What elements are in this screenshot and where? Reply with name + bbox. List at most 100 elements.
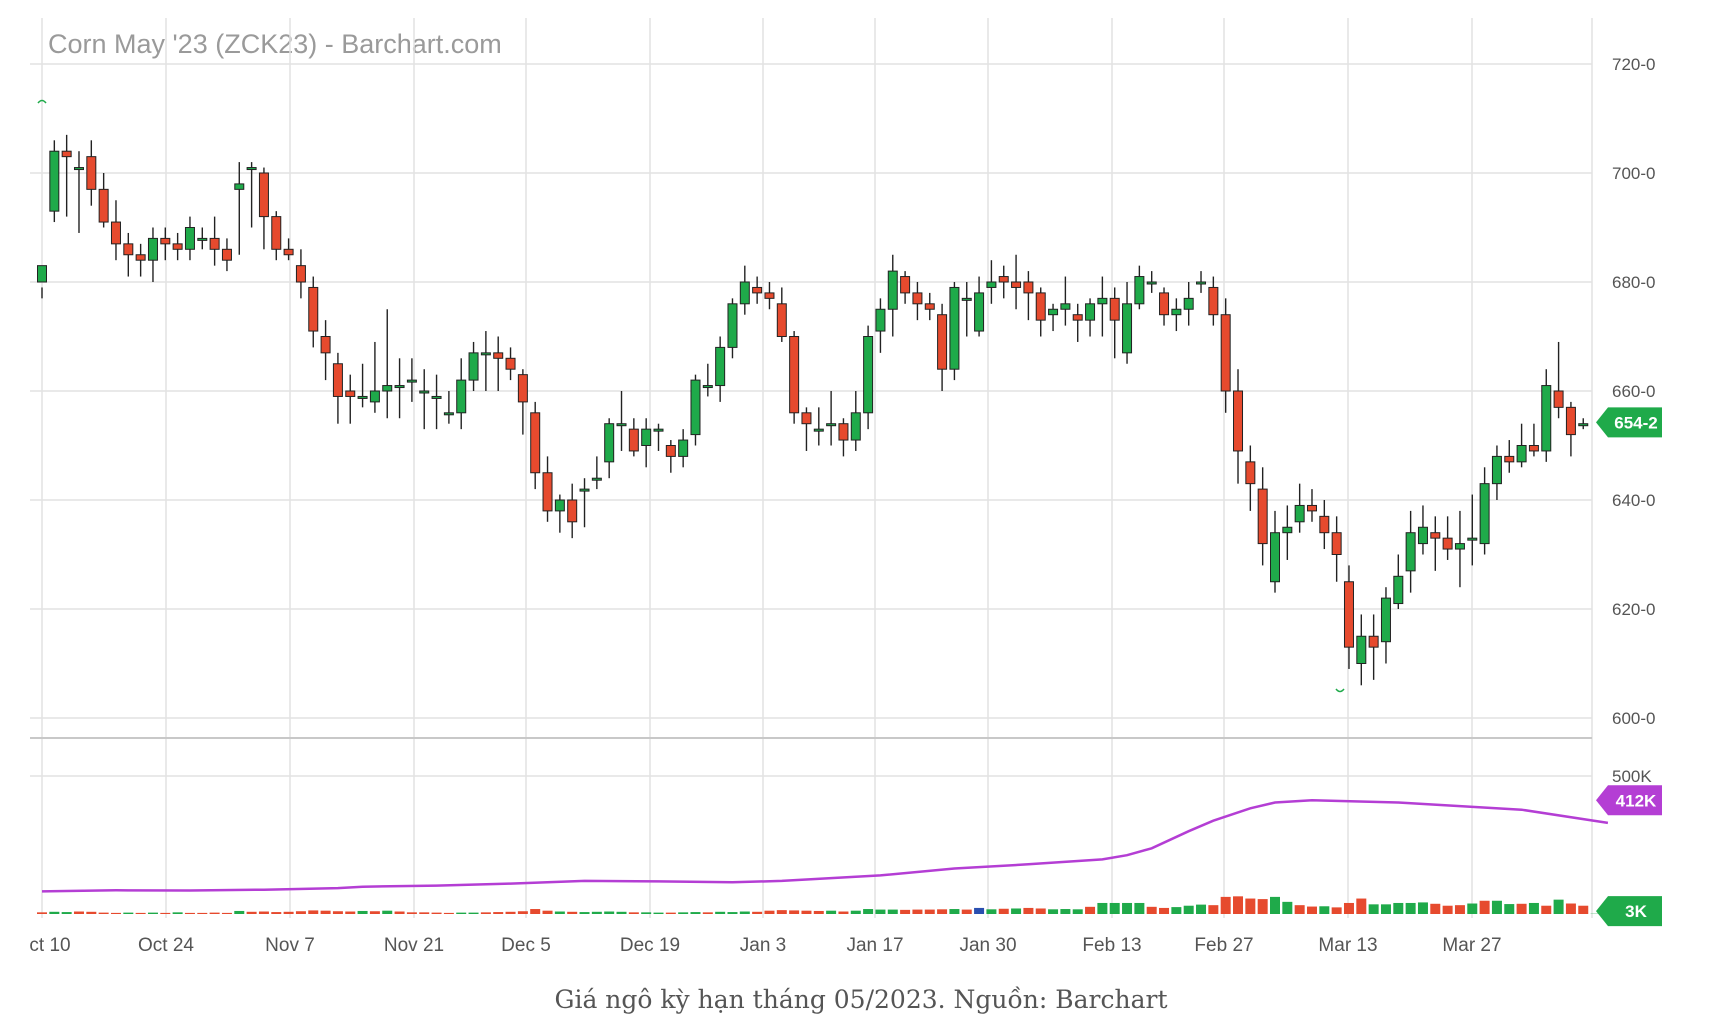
candle-body [1183, 297, 1194, 310]
volume-bar [394, 911, 405, 914]
volume-bar [98, 912, 109, 914]
candle-body [937, 314, 948, 370]
volume-bar [1356, 898, 1367, 914]
candle-body [912, 292, 923, 305]
figure-caption: Giá ngô kỳ hạn tháng 05/2023. Nguồn: Bar… [554, 985, 1168, 1014]
candle [147, 227, 158, 282]
candle [184, 216, 195, 261]
candle [690, 374, 701, 446]
volume-bar [1048, 909, 1059, 914]
candle [1134, 265, 1145, 310]
volume-bar [443, 912, 454, 914]
volume-bar [110, 912, 121, 914]
volume-bar [1183, 905, 1194, 914]
candle-body [49, 150, 60, 212]
volume-bar [1491, 900, 1502, 914]
volume-bar [37, 912, 47, 914]
volume-axis: 500K [1612, 767, 1652, 786]
date-tick-label: Jan 17 [846, 935, 903, 956]
candle-body [1528, 445, 1539, 452]
candle-body [1048, 308, 1059, 316]
volume-bar [1282, 901, 1293, 914]
candle [1479, 467, 1490, 555]
candle-body [394, 385, 405, 389]
volume-bar [480, 912, 491, 914]
candle-body [1109, 297, 1120, 321]
volume-bar [850, 910, 861, 914]
volume-bar [1331, 907, 1342, 914]
volume-bar [1097, 902, 1108, 914]
candle-body [1159, 292, 1170, 316]
candle-body [369, 390, 380, 403]
candle [1393, 554, 1404, 609]
candle [653, 423, 664, 451]
candle-body [221, 248, 232, 261]
volume-bar [1060, 909, 1071, 914]
last-volume-badge-text: 3K [1625, 902, 1647, 921]
candle-body [752, 286, 763, 294]
volume-bar [1109, 902, 1120, 914]
volume-bar [49, 911, 60, 914]
candle [480, 331, 491, 391]
volume-bar [1467, 903, 1478, 914]
candle-body [443, 412, 454, 416]
volume-bar [641, 912, 652, 914]
candle-body [567, 499, 578, 523]
candle [715, 336, 726, 402]
candle-body [801, 412, 812, 425]
candle [49, 140, 60, 223]
date-tick-label: Jan 3 [740, 935, 786, 956]
candle-body [604, 423, 615, 463]
candle [110, 200, 121, 261]
volume-bars [37, 896, 1601, 914]
candle [1208, 276, 1219, 326]
volume-bar [197, 912, 208, 914]
candle [1306, 489, 1317, 522]
volume-bar [271, 912, 282, 914]
candle-body [1319, 515, 1330, 534]
candle-body [924, 303, 935, 310]
volume-bar [924, 909, 935, 914]
candle-body [1578, 423, 1589, 427]
candle [1553, 341, 1564, 419]
candle [234, 162, 245, 255]
candle [406, 358, 417, 402]
candle-body [986, 281, 997, 288]
candle [961, 282, 972, 337]
date-tick-label: Oct 24 [138, 935, 194, 956]
candle-body [1368, 635, 1379, 648]
volume-bar [1306, 906, 1317, 914]
candle [912, 282, 923, 321]
volume-bar [505, 911, 516, 914]
date-tick-label: ct 10 [29, 935, 70, 956]
candle [1196, 271, 1207, 293]
candle-body [838, 423, 849, 441]
volume-bar [517, 911, 528, 914]
volume-bar [1134, 902, 1145, 914]
candle [1516, 423, 1527, 468]
candle [1122, 282, 1133, 364]
candle [1442, 516, 1453, 560]
candle [727, 298, 738, 359]
volume-bar [382, 910, 393, 914]
volume-bar [1479, 900, 1490, 914]
candle-body [320, 336, 331, 354]
candle [554, 494, 565, 533]
candle [641, 418, 652, 468]
candle [160, 227, 171, 261]
volume-bar [813, 910, 824, 914]
last-price-badge: 654-2 [1596, 407, 1662, 438]
volume-bar [1516, 903, 1527, 914]
volume-bar [863, 909, 874, 914]
candle-body [73, 167, 84, 171]
candle [1146, 271, 1157, 293]
price-tick-label: 600-0 [1612, 709, 1655, 728]
candle [271, 211, 282, 261]
candle [801, 407, 812, 451]
volume-bar [1393, 902, 1404, 914]
volume-bar [838, 911, 849, 914]
last-price-badge-text: 654-2 [1614, 413, 1657, 432]
candle-body [1343, 581, 1354, 648]
volume-average-line [41, 799, 1609, 893]
